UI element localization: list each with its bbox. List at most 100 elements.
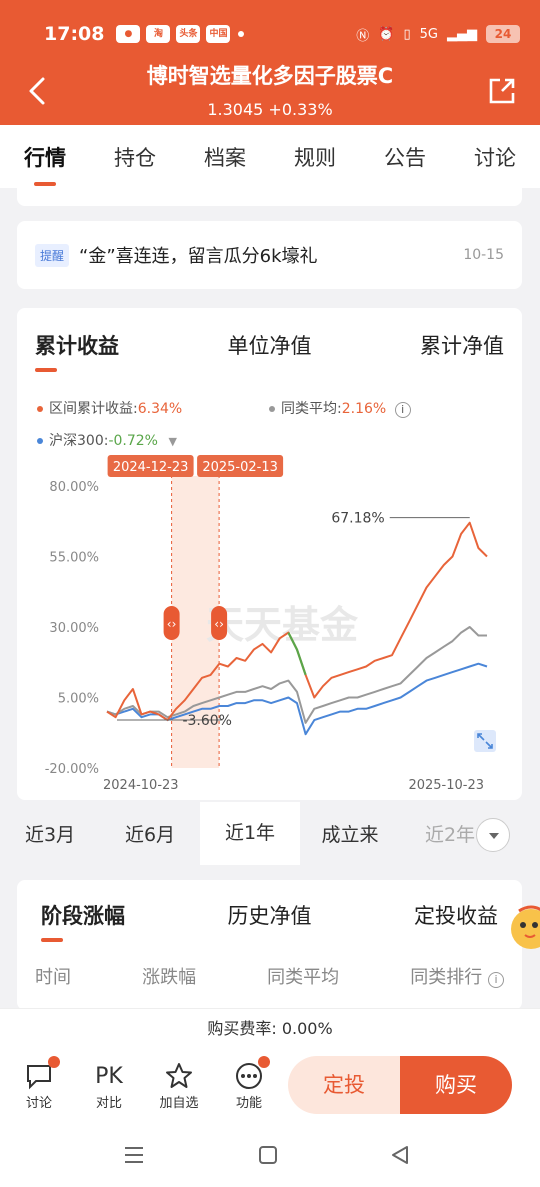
period-since-inception[interactable]: 成立来 — [321, 824, 379, 846]
series-drawdown-segment — [287, 632, 307, 676]
dropdown-caret-icon: ▼ — [168, 435, 177, 448]
tab-history-nav[interactable]: 历史净值 — [227, 904, 312, 928]
tab-profile[interactable]: 档案 — [204, 145, 246, 170]
add-watchlist-button[interactable]: 加自选 — [148, 1060, 210, 1111]
y-tick-label: 30.00% — [49, 621, 99, 636]
status-right: Ⓝ ⏰ ▯ 5G ▂▄▆ 24 — [356, 25, 520, 44]
period-2y[interactable]: 近2年 — [424, 824, 476, 846]
tab-holdings[interactable]: 持仓 — [114, 145, 156, 170]
highlight-start-badge-bg — [107, 455, 194, 477]
tab-stage-return[interactable]: 阶段涨幅 — [41, 900, 125, 942]
tab-market[interactable]: 行情 — [24, 142, 66, 186]
nfc-icon: Ⓝ — [356, 28, 370, 44]
battery-icon: 24 — [486, 25, 520, 43]
plan-button[interactable]: 定投 — [288, 1056, 400, 1114]
series-line-2 — [106, 662, 488, 736]
vibrate-icon: ▯ — [403, 26, 411, 42]
alarm-icon: ⏰ — [378, 26, 395, 42]
y-tick-label: 80.00% — [49, 480, 99, 495]
tab-plan-return[interactable]: 定投收益 — [414, 904, 498, 928]
app-icon-1: ● — [116, 25, 141, 43]
trade-buttons: 定投 购买 — [288, 1056, 512, 1114]
y-tick-label: 5.00% — [58, 692, 99, 707]
app-icon-4: 中国 — [206, 25, 231, 43]
period-1y[interactable]: 近1年 — [200, 802, 300, 865]
func-label: 功能 — [235, 1096, 262, 1111]
stage-tabs: 阶段涨幅 历史净值 定投收益 — [41, 900, 498, 942]
more-dots-icon — [236, 1063, 262, 1089]
mascot-icon[interactable] — [505, 903, 540, 953]
compare-button[interactable]: PK 对比 — [78, 1060, 140, 1112]
min-label: -3.60% — [182, 713, 232, 729]
highlight-start-badge: 2024-12-23 — [113, 460, 189, 475]
legend-peer-dot — [269, 406, 275, 412]
app-icon-3: 头条 — [176, 25, 201, 43]
range-handle-0[interactable] — [163, 606, 180, 640]
menu-icon[interactable] — [122, 1143, 146, 1167]
tab-cumulative-return[interactable]: 累计收益 — [35, 330, 119, 372]
more-periods-button[interactable] — [476, 818, 510, 852]
legend-index-value: -0.72% — [108, 433, 158, 449]
home-icon[interactable] — [256, 1143, 280, 1167]
purchase-fee: 购买费率: 0.00% — [0, 1008, 540, 1048]
legend-index[interactable]: 沪深300:-0.72% ▼ — [37, 430, 177, 450]
main-tabs: 行情 持仓 档案 规则 公告 讨论 — [0, 125, 540, 188]
chart-watermark: 天天基金 — [206, 603, 359, 647]
period-3m[interactable]: 近3月 — [24, 824, 76, 846]
app-icon-2: 淘 — [146, 25, 171, 43]
y-tick-label: -20.00% — [45, 762, 99, 777]
legend-fund: 区间累计收益:6.34% — [37, 398, 182, 418]
legend-fund-dot — [37, 406, 43, 412]
share-icon[interactable] — [488, 77, 516, 105]
page-title: 博时智选量化多因子股票C — [146, 64, 394, 88]
chevron-down-icon — [489, 833, 499, 839]
x-tick-label: 2025-10-23 — [408, 778, 484, 793]
tab-rules[interactable]: 规则 — [294, 145, 336, 170]
range-handle-icon: ‹› — [214, 617, 224, 631]
status-time: 17:08 — [44, 23, 105, 45]
tab-announcements[interactable]: 公告 — [384, 145, 426, 170]
tab-unit-nav[interactable]: 单位净值 — [227, 334, 312, 358]
signal-icon: 5G — [419, 26, 438, 42]
period-6m[interactable]: 近6月 — [124, 824, 176, 846]
status-bar: 17:08 ● 淘 头条 中国 Ⓝ ⏰ ▯ 5G ▂▄▆ 24 — [44, 18, 520, 50]
max-label: 67.18% — [331, 511, 384, 527]
notice-card[interactable]: 提醒 “金”喜连连，留言瓜分6k壕礼 10-15 — [17, 221, 522, 289]
discuss-label: 讨论 — [25, 1096, 52, 1111]
range-handle-1[interactable] — [211, 606, 228, 640]
stage-card: 阶段涨幅 历史净值 定投收益 时间 涨跌幅 同类平均 同类排行 i — [17, 880, 522, 1010]
discuss-button[interactable]: 讨论 — [8, 1056, 70, 1111]
chat-icon — [27, 1065, 51, 1090]
col-change: 涨跌幅 — [142, 967, 197, 988]
notice-tag: 提醒 — [35, 243, 70, 267]
legend-peer-label: 同类平均: — [281, 401, 342, 417]
top-card-edge — [17, 188, 522, 206]
status-apps: ● 淘 头条 中国 — [116, 25, 231, 43]
chart-tabs: 累计收益 单位净值 累计净值 — [35, 330, 504, 372]
return-chart[interactable]: 80.00% 55.00% 30.00% 5.00% -20.00% 天天基金 67.18%… — [17, 453, 522, 793]
legend-peer-value: 2.16% — [341, 401, 387, 417]
chart-card: 累计收益 单位净值 累计净值 区间累计收益:6.34% 同类平均:2.16% i… — [17, 308, 522, 800]
highlight-end-badge-bg — [197, 455, 284, 477]
function-badge — [258, 1056, 270, 1068]
tab-discussion[interactable]: 讨论 — [474, 145, 516, 170]
expand-arrows-icon — [477, 733, 493, 749]
stage-table-header: 时间 涨跌幅 同类平均 同类排行 i — [35, 963, 504, 989]
function-button[interactable]: 功能 — [218, 1056, 280, 1111]
buy-button[interactable]: 购买 — [400, 1056, 512, 1114]
system-nav-bar — [0, 1123, 540, 1187]
rank-info-icon[interactable]: i — [487, 972, 504, 988]
notification-dot — [238, 31, 245, 37]
range-handle-icon: ‹› — [167, 617, 177, 631]
back-arrow-icon[interactable] — [26, 76, 48, 106]
info-icon[interactable]: i — [394, 402, 411, 418]
compare-label: 对比 — [95, 1096, 122, 1111]
legend-index-dot — [37, 438, 43, 444]
legend-fund-value: 6.34% — [137, 401, 183, 417]
col-peer-rank-label: 同类排行 — [410, 967, 483, 988]
tab-cumulative-nav[interactable]: 累计净值 — [420, 334, 504, 358]
period-selector: 近3月 近6月 近1年 成立来 近2年 — [0, 802, 540, 865]
col-time: 时间 — [35, 967, 71, 988]
nav-back-icon[interactable] — [388, 1143, 412, 1167]
watch-label: 加自选 — [159, 1096, 199, 1111]
